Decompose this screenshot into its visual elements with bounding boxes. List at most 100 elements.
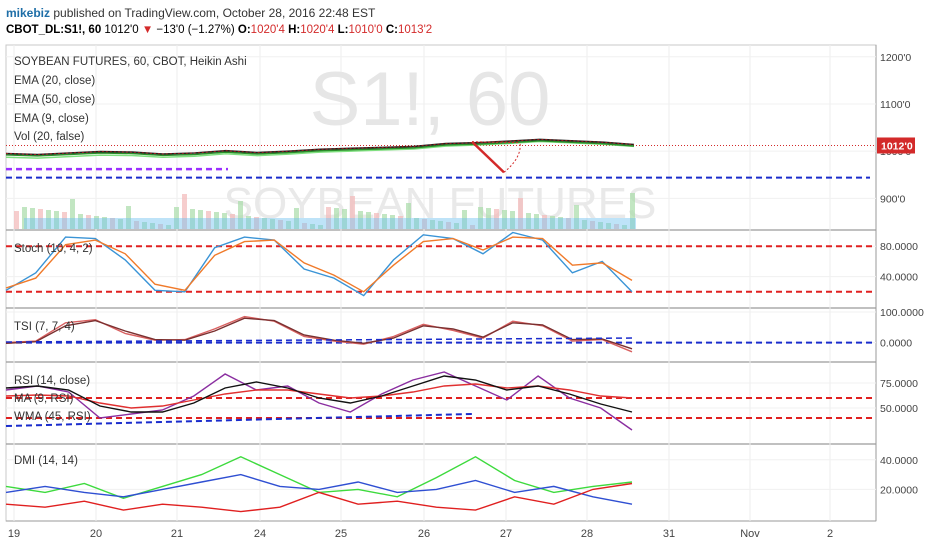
volume-bar: [446, 222, 451, 229]
volume-bar: [142, 222, 147, 229]
volume-bar: [270, 219, 275, 229]
volume-bar: [174, 207, 179, 229]
volume-bar: [534, 214, 539, 229]
volume-bar: [366, 212, 371, 229]
open-value: 1020'4: [250, 24, 285, 36]
stoch-k-line: [5, 231, 633, 297]
legend-volume: Vol (20, false): [14, 131, 85, 143]
volume-bar: [414, 218, 419, 229]
volume-bar: [470, 225, 475, 229]
volume-bar: [542, 215, 547, 229]
x-tick-label: 19: [8, 528, 20, 540]
volume-bar: [390, 215, 395, 229]
legend-rsi-ma: MA (9, RSI): [14, 393, 74, 405]
volume-bar: [334, 208, 339, 229]
volume-bar: [78, 214, 83, 229]
volume-bar: [478, 207, 483, 229]
y-tick-label: 40.0000: [880, 455, 918, 467]
rsi-line: [5, 371, 633, 431]
volume-bar: [62, 212, 67, 229]
high-label: H:: [288, 24, 301, 36]
y-tick-label: 75.0000: [880, 378, 918, 390]
tsi-trend-line: [5, 337, 637, 343]
legend-tsi: TSI (7, 7, 4): [14, 321, 75, 333]
volume-bar: [190, 209, 195, 229]
volume-bar: [550, 216, 555, 229]
legend-ema50: EMA (50, close): [14, 94, 96, 106]
volume-bar: [598, 222, 603, 229]
ema20-line: [5, 140, 635, 157]
volume-bar: [222, 213, 227, 229]
volume-ma-area: [24, 218, 636, 229]
legend-dmi: DMI (14, 14): [14, 455, 78, 467]
author-name[interactable]: mikebiz: [6, 6, 51, 20]
volume-bar: [38, 209, 43, 229]
open-label: O:: [237, 24, 251, 36]
tsi-signal-line: [5, 317, 633, 350]
volume-bar: [182, 194, 187, 229]
trend-arc: [503, 142, 521, 173]
volume-bar: [102, 217, 107, 229]
x-tick-label: 2: [827, 528, 833, 540]
volume-bar: [294, 208, 299, 229]
y-tick-label: 20.0000: [880, 484, 918, 496]
x-tick-label: 27: [500, 528, 512, 540]
volume-bar: [566, 218, 571, 229]
volume-bar: [590, 221, 595, 229]
legend-stoch: Stoch (10, 4, 2): [14, 243, 93, 255]
volume-bar: [438, 221, 443, 229]
volume-bar: [494, 209, 499, 229]
volume-bar: [486, 208, 491, 229]
volume-bar: [110, 218, 115, 229]
volume-bar: [134, 221, 139, 229]
volume-bar: [606, 223, 611, 229]
volume-bar: [158, 224, 163, 229]
volume-bar: [206, 211, 211, 229]
legend-rsi-wma: WMA (45, RSI): [14, 411, 91, 423]
close-label: C:: [385, 24, 398, 36]
volume-bar: [118, 219, 123, 229]
volume-bar: [614, 224, 619, 229]
watermark-symbol: S1!, 60: [310, 57, 551, 142]
volume-bar: [518, 198, 523, 229]
volume-bar: [358, 211, 363, 229]
publish-info: mikebiz published on TradingView.com, Oc…: [6, 6, 375, 20]
minus-di-line: [5, 482, 633, 513]
x-tick-label: 26: [418, 528, 430, 540]
x-tick-label: 28: [581, 528, 593, 540]
legend-ema20: EMA (20, close): [14, 75, 96, 87]
volume-bar: [462, 210, 467, 229]
volume-bar: [582, 220, 587, 229]
volume-bar: [254, 217, 259, 229]
x-tick-label: 31: [663, 528, 675, 540]
volume-bar: [214, 212, 219, 229]
publish-text: published on TradingView.com, October 28…: [53, 6, 376, 20]
y-tick-label: 1200'0: [880, 52, 911, 64]
volume-bar: [318, 225, 323, 229]
volume-bar: [246, 216, 251, 229]
volume-bar: [430, 220, 435, 229]
last-price-tag: [877, 137, 915, 154]
x-tick-label: 25: [335, 528, 347, 540]
volume-bar: [630, 193, 635, 229]
volume-bar: [382, 214, 387, 229]
volume-bar: [198, 210, 203, 229]
volume-bar: [30, 208, 35, 229]
volume-bar: [286, 221, 291, 229]
ema9-line: [5, 138, 635, 155]
volume-bar: [526, 213, 531, 229]
volume-bar: [262, 218, 267, 229]
volume-bar: [302, 223, 307, 229]
x-tick-label: 20: [90, 528, 102, 540]
y-tick-label: 80.0000: [880, 241, 918, 253]
y-tick-label: 900'0: [880, 193, 906, 205]
volume-bar: [510, 211, 515, 229]
y-tick-label: 40.0000: [880, 272, 918, 284]
volume-bar: [54, 211, 59, 229]
volume-bar: [238, 201, 243, 229]
volume-bar: [326, 207, 331, 229]
symbol-bar: CBOT_DL:S1!, 60 1012'0 ▼ −13'0 (−1.27%) …: [6, 24, 432, 36]
x-tick-label: Nov: [740, 528, 760, 540]
volume-bar: [574, 205, 579, 229]
